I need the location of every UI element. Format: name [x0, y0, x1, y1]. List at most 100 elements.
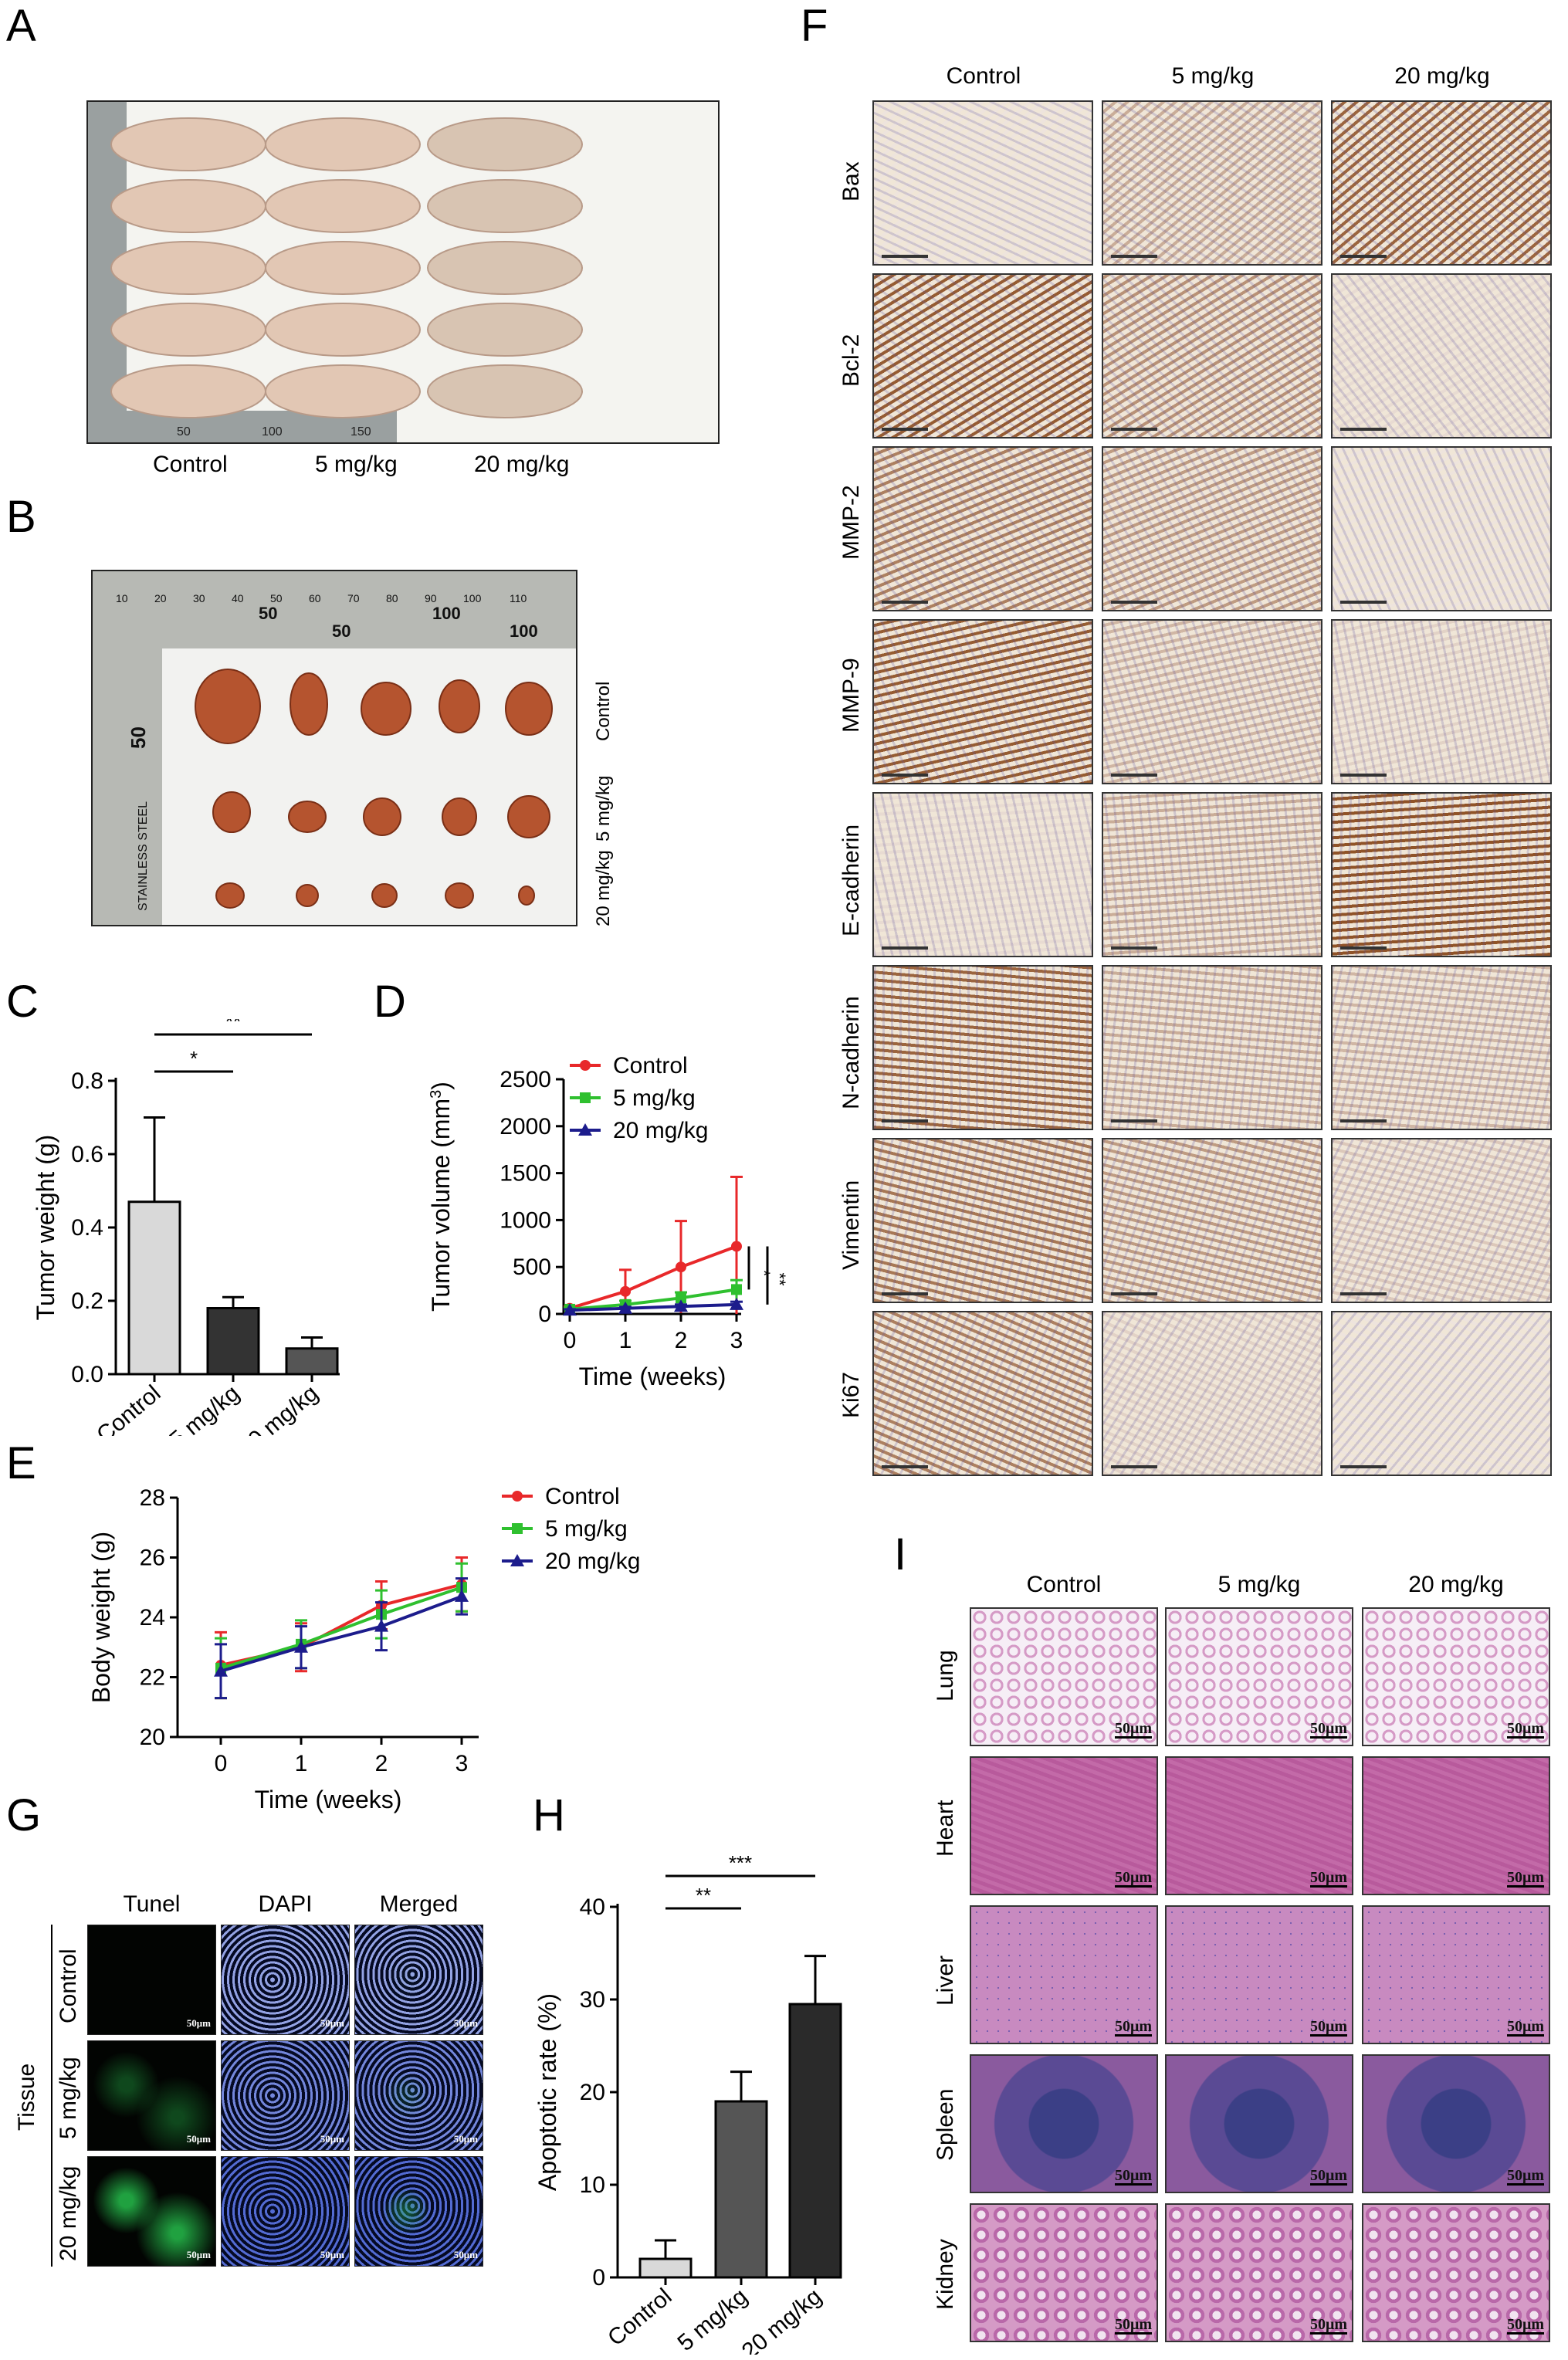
- he-image: 50μm: [1165, 1607, 1353, 1746]
- significance-marker: *: [754, 1270, 774, 1277]
- tunel-image: 50μm: [87, 2040, 216, 2151]
- tunel-image: 50μm: [354, 2040, 483, 2151]
- he-image: 50μm: [1165, 1756, 1353, 1895]
- data-point: [674, 1299, 688, 1312]
- ihc-column-3: 20 mg/kg: [1394, 63, 1490, 89]
- bar-2: [206, 1307, 260, 1376]
- bar-1: [127, 1200, 181, 1376]
- bar-3: [285, 1347, 339, 1376]
- y-axis-label: Tumor weight (g): [32, 1135, 59, 1321]
- y-tick-label: 500: [513, 1254, 551, 1280]
- panel-label-g: G: [6, 1790, 42, 1840]
- svg-text:STAINLESS STEEL: STAINLESS STEEL: [137, 801, 150, 911]
- tunel-column-2: DAPI: [258, 1891, 313, 1917]
- scale-bar-label: 50μm: [1310, 1869, 1347, 1888]
- mice-label-5mg: 5 mg/kg: [315, 452, 398, 477]
- he-row-label-5: Kidney: [933, 2239, 958, 2310]
- legend-label-3: 20 mg/kg: [545, 1549, 640, 1574]
- tunel-image: 50μm: [87, 2156, 216, 2267]
- data-point: [620, 1285, 631, 1297]
- y-axis-label: Tumor volume (mm3): [427, 1082, 455, 1312]
- legend-label-2: 5 mg/kg: [613, 1085, 696, 1111]
- legend-marker: [580, 1092, 591, 1103]
- tumor-photo: 10 20 30 40 50 60 70 80 90 100 110 50 50 100 …: [91, 570, 577, 926]
- tunel-column-3: Merged: [379, 1891, 459, 1917]
- he-image: 50μm: [1362, 1607, 1550, 1746]
- svg-text:50: 50: [332, 621, 351, 641]
- scale-bar: [882, 1119, 928, 1122]
- data-point: [214, 1664, 228, 1677]
- data-point: [731, 1241, 742, 1252]
- ihc-row-label-8: Ki67: [838, 1371, 864, 1418]
- scale-bar: [882, 1292, 928, 1295]
- tunel-row-label-1: Control: [56, 1948, 81, 2023]
- scale-bar-label: 50μm: [320, 2017, 344, 2029]
- series-line-3: [569, 1302, 737, 1312]
- svg-text:50: 50: [127, 726, 150, 749]
- scale-bar: [882, 946, 928, 950]
- x-tick-label: 1: [295, 1751, 308, 1776]
- chart-body-weight: 20 22 24 26 28 0 1 2 3 Time (weeks) Body weight (g…: [87, 1484, 640, 1813]
- scale-bar-label: 50μm: [453, 2249, 478, 2260]
- bar-3: [788, 2003, 842, 2279]
- scale-bar-label: 50μm: [453, 2017, 478, 2029]
- svg-text:60: 60: [309, 592, 321, 604]
- mice-label-20mg: 20 mg/kg: [474, 452, 570, 477]
- scale-bar-label: 50μm: [1507, 2167, 1544, 2186]
- legend-label-1: Control: [545, 1484, 620, 1509]
- ihc-image: [872, 273, 1093, 438]
- ihc-image: [872, 792, 1093, 957]
- ihc-image: [872, 619, 1093, 784]
- tumor-row-control: Control: [593, 681, 614, 741]
- scale-bar-label: 50μm: [186, 2017, 211, 2029]
- scale-bar-label: 50μm: [1507, 2316, 1544, 2335]
- he-image: 50μm: [970, 1607, 1158, 1746]
- tissue-label: Tissue: [14, 2063, 39, 2131]
- mice-photo: 50 100 150: [86, 100, 720, 444]
- y-tick-label: 22: [140, 1665, 165, 1691]
- significance-marker: ***: [729, 1851, 752, 1874]
- ihc-row-label-4: MMP-9: [838, 658, 864, 733]
- scale-bar-label: 50μm: [1115, 2018, 1152, 2037]
- ihc-image: [1331, 446, 1552, 611]
- scale-bar: [1111, 1292, 1157, 1295]
- x-tick-label: 20 mg/kg: [737, 2284, 827, 2355]
- tunel-image: 50μm: [354, 2156, 483, 2267]
- tumor-illustration: 10 20 30 40 50 60 70 80 90 100 110 50 50 100 …: [116, 592, 576, 925]
- tissue-bracket-line: [51, 1925, 52, 2267]
- ruler-a-150: 150: [351, 425, 371, 438]
- scale-bar: [1340, 774, 1387, 777]
- x-tick-label: 2: [675, 1328, 688, 1353]
- he-image: 50μm: [1165, 2054, 1353, 2193]
- svg-text:100: 100: [463, 592, 482, 604]
- he-column-2: 5 mg/kg: [1217, 1572, 1301, 1597]
- scale-bar-label: 50μm: [1115, 2167, 1152, 2186]
- scale-bar: [1340, 946, 1387, 950]
- he-image: 50μm: [1165, 1905, 1353, 2044]
- svg-text:50: 50: [259, 604, 277, 623]
- scale-bar: [882, 601, 928, 604]
- data-point: [730, 1297, 743, 1310]
- tumor-row-20mg: 20 mg/kg: [593, 850, 614, 926]
- y-tick-label: 1500: [500, 1161, 551, 1187]
- tunel-row-label-2: 5 mg/kg: [56, 2056, 81, 2139]
- scale-bar: [1340, 255, 1387, 258]
- bar-1: [638, 2257, 693, 2279]
- x-tick-label: 0: [215, 1751, 228, 1776]
- tunel-column-1: Tunel: [123, 1891, 181, 1917]
- he-image: 50μm: [1362, 2054, 1550, 2193]
- ihc-column-2: 5 mg/kg: [1171, 63, 1255, 89]
- x-tick-label: 20 mg/kg: [234, 1380, 323, 1436]
- scale-bar: [882, 1465, 928, 1468]
- scale-bar: [1340, 1119, 1387, 1122]
- x-tick-label: 1: [619, 1328, 632, 1353]
- panel-label-i: I: [894, 1529, 907, 1580]
- ihc-image: [1331, 792, 1552, 957]
- y-tick-label: 26: [140, 1546, 165, 1571]
- x-tick-label: Control: [92, 1380, 165, 1436]
- he-column-3: 20 mg/kg: [1408, 1572, 1504, 1597]
- scale-bar: [1111, 1465, 1157, 1468]
- ihc-image: [872, 1311, 1093, 1476]
- scale-bar-label: 50μm: [1507, 1720, 1544, 1739]
